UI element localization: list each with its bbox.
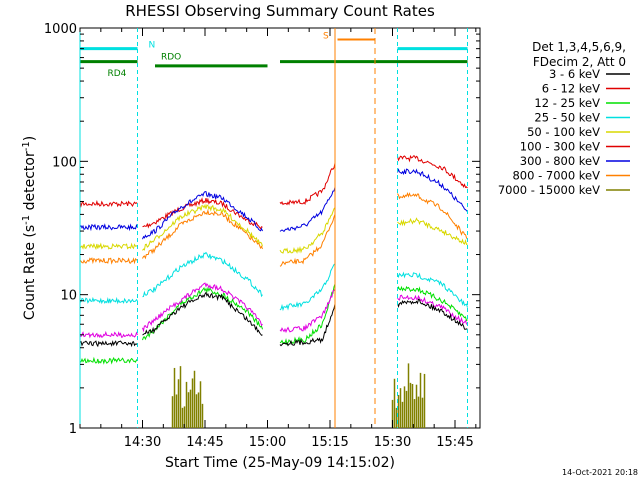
curve-2-seg-3 [397,192,468,240]
x-tick-label: 15:00 [249,435,286,450]
annotation-S: S [323,31,329,41]
legend-header-line: Det 1,3,4,5,6,9, [532,40,626,54]
chart-title: RHESSI Observing Summary Count Rates [125,2,435,20]
curve-3-seg-3 [397,217,468,246]
curve-7-seg-3 [397,298,468,330]
curve-4-seg-2 [279,263,336,312]
curve-3-seg-1 [142,203,263,251]
x-tick-label: 15:15 [311,435,348,450]
x-tick-label: 15:45 [436,435,473,450]
curve-2-seg-1 [142,208,263,260]
annotation-RDO: RDO [161,53,181,63]
curve-1-seg-3 [397,168,468,212]
x-tick-label: 15:30 [374,435,411,450]
curve-5-seg-2 [279,283,336,346]
y-tick-label: 1000 [44,22,77,37]
curve-6-seg-3 [397,294,468,325]
curve-5-seg-3 [397,285,468,322]
curve-0-seg-0 [79,199,138,208]
legend-label-5: 100 - 300 keV [520,140,600,154]
series-curves [79,154,468,428]
curve-1-seg-2 [279,187,336,233]
legend-label-7: 800 - 7000 keV [512,169,600,183]
curve-6-seg-2 [279,288,336,334]
curve-1-seg-1 [142,191,263,240]
annotation-N: N [149,41,156,51]
curve-1-seg-0 [79,223,138,232]
curve-5-seg-0 [79,356,138,365]
y-axis-ticks: 1 10 100 1000 [44,22,480,437]
x-tick-label: 14:45 [186,435,223,450]
curve-7-seg-2 [279,303,336,347]
curve-4-seg-0 [79,296,138,305]
y-tick-label: 1 [69,422,77,437]
legend-label-4: 50 - 100 keV [527,125,600,139]
legend-label-2: 12 - 25 keV [534,96,600,110]
x-axis-ticks: 14:30 14:45 15:00 15:15 15:30 15:45 [79,28,477,450]
curve-6-seg-0 [79,330,138,339]
curve-0-seg-2 [279,162,336,206]
curve-7-seg-1 [142,291,263,336]
y-tick-label: 10 [60,289,77,304]
annotation-RD4: RD4 [108,69,127,79]
curve-2-seg-2 [279,214,336,267]
legend-label-3: 25 - 50 keV [534,111,600,125]
curve-0-seg-3 [397,154,468,189]
plot-area [79,27,481,429]
legend-label-8: 7000 - 15000 keV [498,183,600,197]
annotation-layer: N RDO RD4 S [79,28,468,428]
curve-7-seg-0 [79,340,138,348]
y-tick-label: 100 [52,155,77,170]
curve-3-seg-2 [279,207,336,254]
curve-0-seg-1 [142,197,263,230]
legend-label-0: 3 - 6 keV [549,67,600,81]
timestamp: 14-Oct-2021 20:18 [562,468,638,477]
legend: Det 1,3,4,5,6,9,FDecim 2, Att 03 - 6 keV… [498,40,630,197]
x-axis-label: Start Time (25-May-09 14:15:02) [165,455,395,471]
curve-3-seg-0 [79,242,138,251]
curve-2-seg-0 [79,257,138,265]
curve-4-seg-1 [142,251,263,298]
legend-label-6: 300 - 800 keV [520,154,600,168]
x-tick-label: 14:30 [124,435,161,450]
curve-5-seg-1 [142,286,263,341]
legend-label-1: 6 - 12 keV [542,82,600,96]
curve-4-seg-3 [397,271,468,308]
y-axis-label: Count Rate (s-1 detector-1) [21,136,38,320]
curve-6-seg-1 [142,282,263,333]
legend-header-line: FDecim 2, Att 0 [533,55,626,69]
